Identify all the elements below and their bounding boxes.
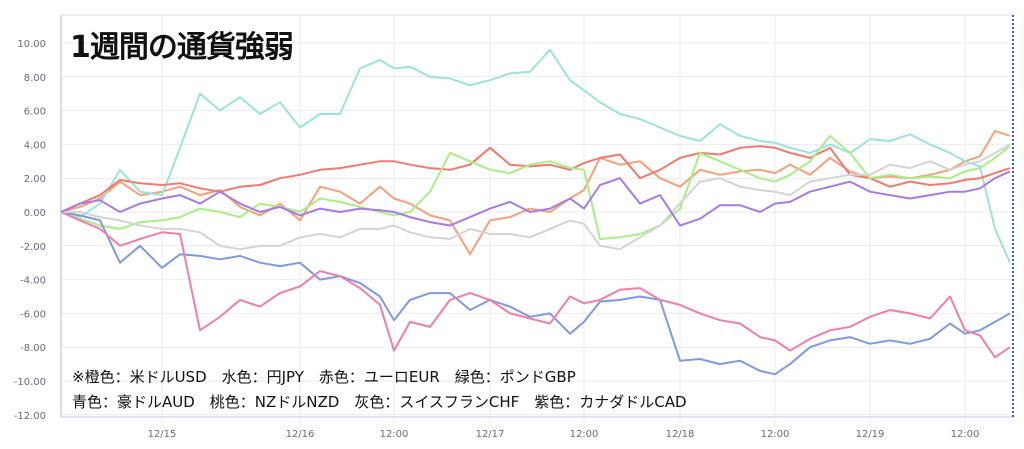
y-tick-label: -4.00 bbox=[20, 276, 46, 287]
y-tick-label: 2.00 bbox=[24, 174, 46, 185]
y-tick-label: -10.00 bbox=[14, 377, 46, 388]
y-tick-label: 0.00 bbox=[24, 208, 46, 219]
series-line-スイスフランCHF bbox=[61, 143, 1011, 251]
series-line-豪ドルAUD bbox=[60, 211, 1011, 376]
x-tick-label: 12:00 bbox=[951, 429, 980, 440]
x-tick-label: 12/19 bbox=[856, 429, 885, 440]
x-tick-label: 12/15 bbox=[148, 429, 177, 440]
y-tick-label: -12.00 bbox=[14, 411, 46, 422]
y-tick-label: -8.00 bbox=[20, 343, 46, 354]
x-tick-label: 12/16 bbox=[286, 429, 315, 440]
x-tick-label: 12:00 bbox=[761, 429, 790, 440]
series-line-円JPY bbox=[60, 48, 1011, 264]
y-tick-label: 6.00 bbox=[24, 107, 46, 118]
y-tick-label: 4.00 bbox=[24, 140, 46, 151]
x-axis-ticks: 12/15 12/16 12:00 12/17 12:00 12/18 12:00 12/19… bbox=[148, 429, 980, 440]
y-tick-label: -6.00 bbox=[20, 309, 46, 320]
legend-line-2: 青色：豪ドルAUD 桃色：NZドルNZD 灰色：スイスフランCHF 紫色：カナダ… bbox=[72, 393, 687, 411]
y-tick-label: 8.00 bbox=[24, 73, 46, 84]
y-tick-label: 10.00 bbox=[17, 39, 46, 50]
x-tick-label: 12:00 bbox=[380, 429, 409, 440]
x-tick-label: 12/17 bbox=[476, 429, 505, 440]
plot-background bbox=[61, 15, 1013, 417]
y-tick-label: -2.00 bbox=[20, 242, 46, 253]
y-axis-ticks: 10.00 8.00 6.00 4.00 2.00 0.00 -2.00 -4.00 -6.00… bbox=[14, 39, 46, 422]
legend-line-1: ※橙色：米ドルUSD 水色：円JPY 赤色：ユーロEUR 緑色：ポンドGBP bbox=[72, 368, 576, 386]
x-tick-label: 12/18 bbox=[666, 429, 695, 440]
data-series bbox=[60, 48, 1011, 376]
chart-title: 1週間の通貨強弱 bbox=[70, 30, 294, 65]
series-line-NZドルNZD bbox=[60, 211, 1011, 359]
series-line-ユーロEUR bbox=[60, 145, 1011, 213]
x-tick-label: 12:00 bbox=[570, 429, 599, 440]
series-line-ポンドGBP bbox=[60, 134, 1011, 240]
series-line-カナダドルCAD bbox=[60, 170, 1011, 227]
